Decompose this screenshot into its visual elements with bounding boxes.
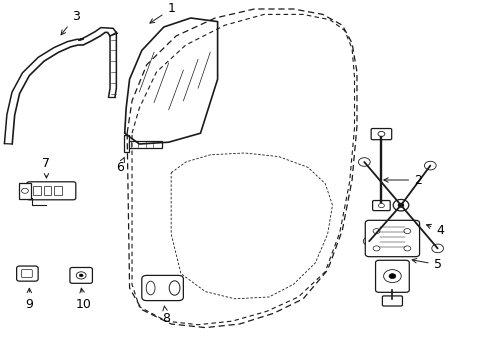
Text: 9: 9 [25, 288, 33, 311]
FancyBboxPatch shape [129, 141, 162, 148]
FancyBboxPatch shape [372, 201, 389, 211]
FancyBboxPatch shape [375, 260, 408, 292]
FancyBboxPatch shape [21, 270, 32, 278]
FancyBboxPatch shape [19, 183, 31, 199]
Circle shape [79, 274, 83, 277]
Circle shape [397, 203, 403, 207]
FancyBboxPatch shape [365, 220, 419, 257]
FancyBboxPatch shape [382, 296, 402, 306]
Text: 4: 4 [426, 224, 443, 237]
Ellipse shape [169, 281, 180, 295]
Text: 7: 7 [42, 157, 50, 178]
FancyBboxPatch shape [17, 266, 38, 281]
FancyBboxPatch shape [70, 267, 92, 283]
Text: 3: 3 [61, 10, 80, 35]
Circle shape [388, 274, 395, 279]
FancyBboxPatch shape [142, 275, 183, 301]
FancyBboxPatch shape [43, 186, 51, 195]
Text: 6: 6 [116, 158, 124, 174]
Text: 5: 5 [411, 258, 441, 271]
FancyBboxPatch shape [33, 186, 41, 195]
FancyBboxPatch shape [124, 135, 129, 152]
FancyBboxPatch shape [54, 186, 62, 195]
FancyBboxPatch shape [370, 129, 391, 140]
Text: 10: 10 [76, 288, 92, 311]
Ellipse shape [146, 281, 155, 295]
FancyBboxPatch shape [27, 182, 76, 200]
Text: 2: 2 [383, 174, 421, 186]
Text: 8: 8 [162, 306, 170, 325]
Text: 1: 1 [150, 3, 175, 23]
